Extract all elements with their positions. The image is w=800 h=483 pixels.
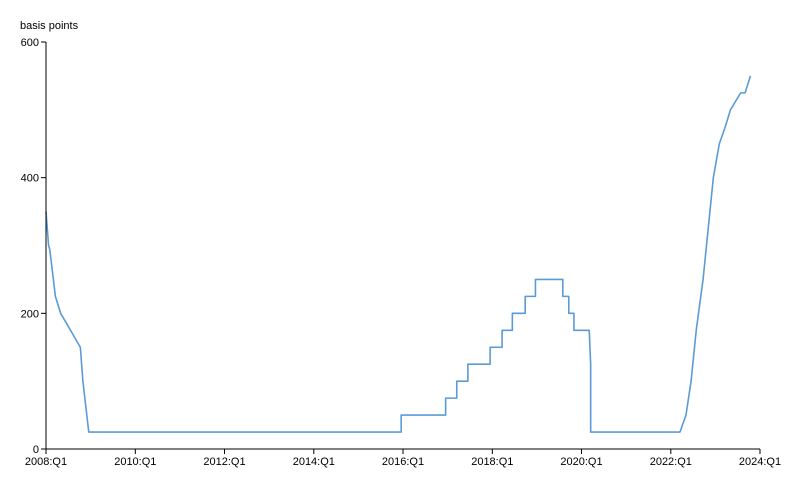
y-axis-unit-label: basis points (20, 20, 79, 32)
y-tick-label: 0 (33, 444, 39, 456)
x-axis: 2008:Q1 2010:Q1 2012:Q1 2014:Q1 2016:Q1 2018:… (25, 449, 781, 468)
series-group (45, 75, 752, 433)
y-tick-label: 600 (21, 37, 39, 49)
x-tick-label: 2016:Q1 (382, 456, 424, 468)
x-tick-label: 2022:Q1 (650, 456, 692, 468)
y-tick-label: 200 (21, 308, 39, 320)
x-tick-label: 2018:Q1 (471, 456, 513, 468)
x-tick-label: 2010:Q1 (114, 456, 156, 468)
x-tick-label: 2014:Q1 (293, 456, 335, 468)
x-tick-label: 2020:Q1 (560, 456, 602, 468)
y-axis: 0 200 400 600 (21, 37, 46, 456)
x-tick-label: 2012:Q1 (203, 456, 245, 468)
y-tick-label: 400 (21, 173, 39, 185)
x-tick-label: 2008:Q1 (25, 456, 67, 468)
series-line (45, 75, 752, 433)
x-tick-label: 2024:Q1 (739, 456, 781, 468)
